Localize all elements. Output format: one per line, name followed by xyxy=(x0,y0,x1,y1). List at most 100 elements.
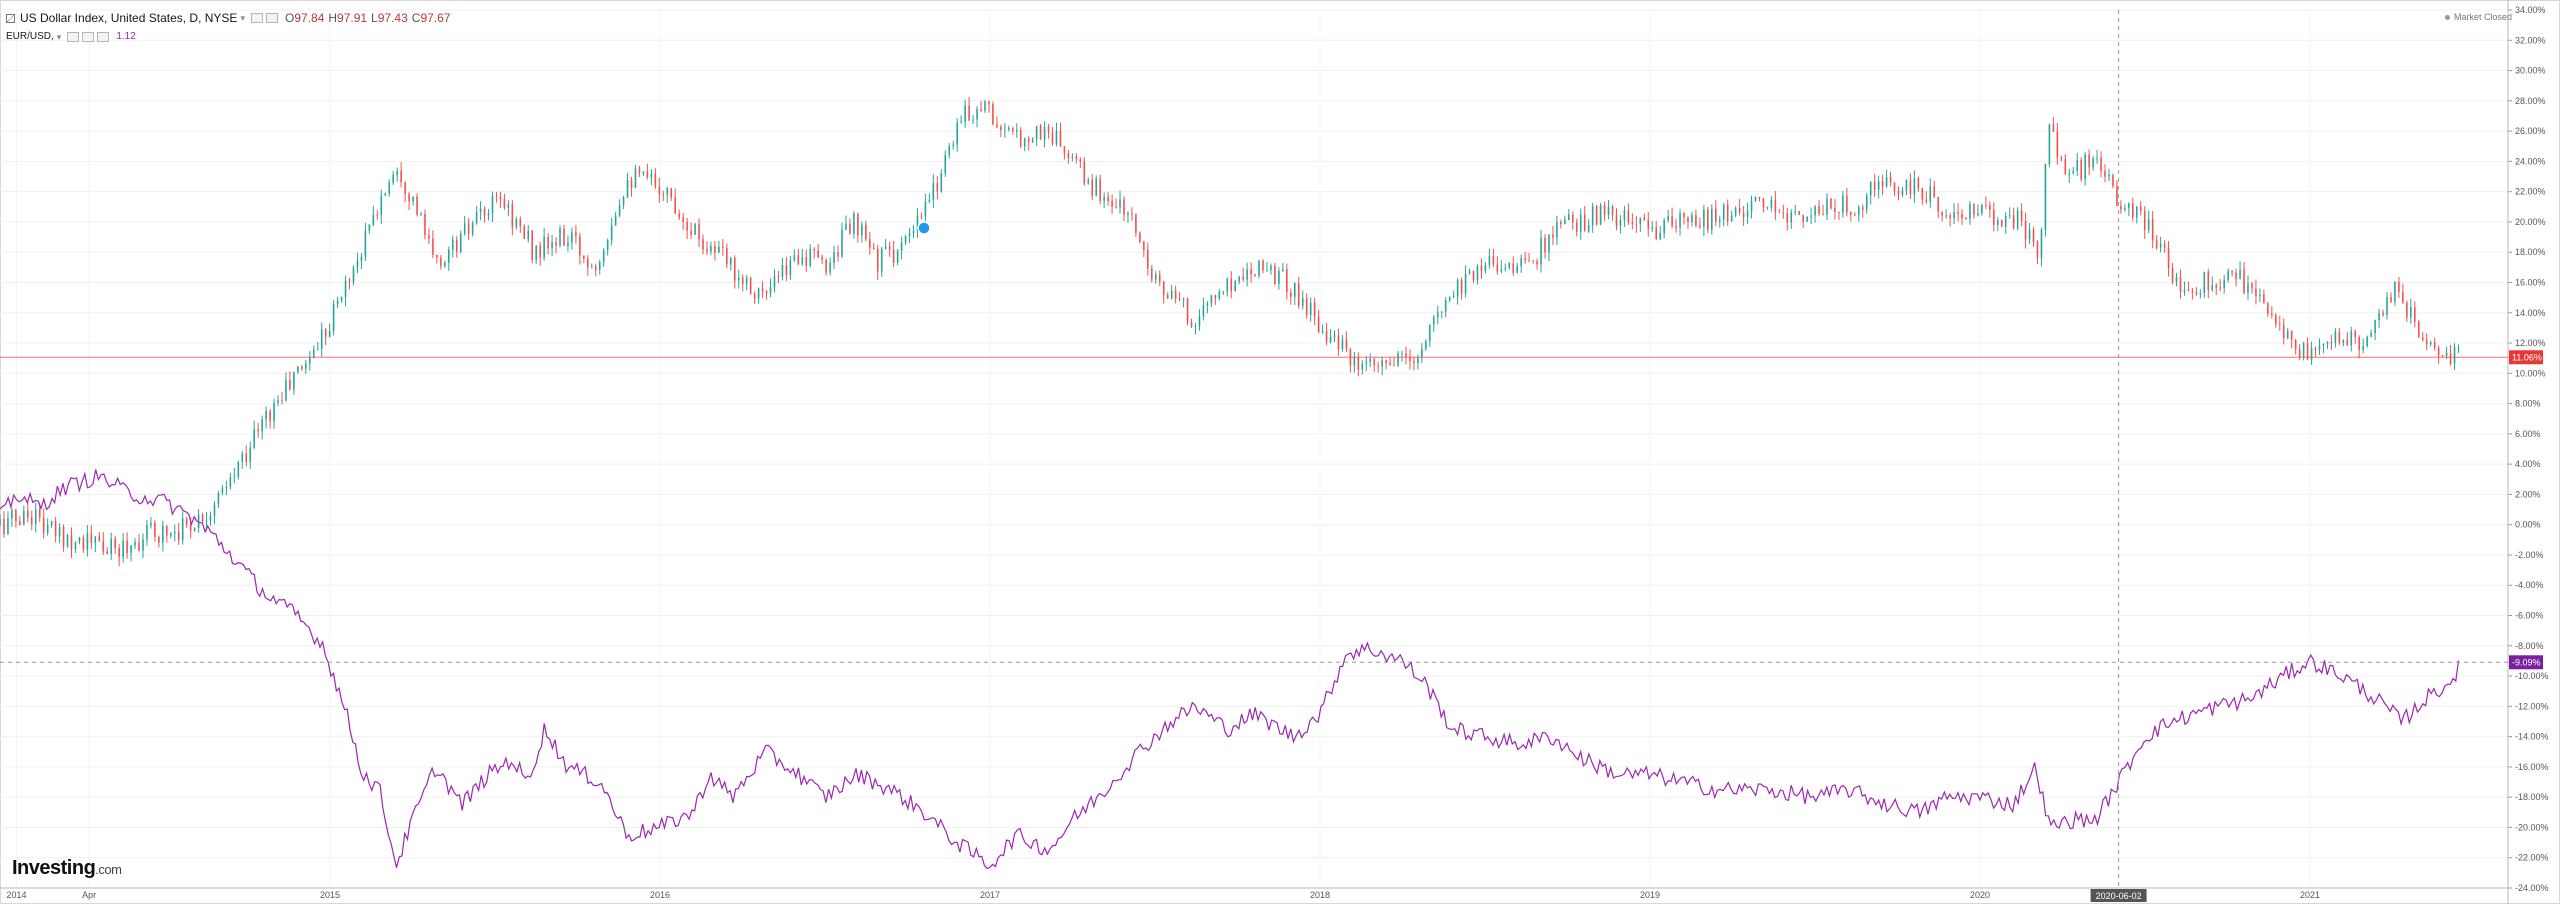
candle-body xyxy=(2092,158,2094,168)
chevron-down-icon[interactable]: ▾ xyxy=(240,13,245,23)
main-symbol-row[interactable]: US Dollar Index, United States, D, NYSE … xyxy=(6,10,450,26)
candle-body xyxy=(1361,363,1364,370)
candle-body xyxy=(42,517,45,533)
candle-body xyxy=(1293,283,1296,297)
y-tick-label: -4.00% xyxy=(2515,580,2544,590)
candle-body xyxy=(62,526,65,547)
compare-close-icon[interactable] xyxy=(97,32,110,42)
candle-body xyxy=(376,214,379,216)
candle-body xyxy=(1047,127,1050,133)
candle-body xyxy=(1556,222,1558,238)
candle-body xyxy=(1742,212,1745,217)
y-tick-label: 2.00% xyxy=(2515,489,2541,499)
candle-body xyxy=(1925,199,1928,202)
compare-symbol-row[interactable]: EUR/USD, ▾ 1.12 xyxy=(6,30,450,44)
candle-body xyxy=(2294,339,2297,350)
candle-body xyxy=(1977,213,1979,215)
candle-body xyxy=(305,363,307,369)
candle-body xyxy=(718,246,720,253)
investing-logo[interactable]: Investing.com xyxy=(12,857,122,880)
candle-body xyxy=(1985,204,1987,206)
candle-body xyxy=(158,536,160,543)
candle-body xyxy=(1202,305,1205,317)
candle-body xyxy=(448,249,450,263)
candle-body xyxy=(3,518,5,535)
candle-body xyxy=(352,267,355,283)
candle-body xyxy=(904,236,907,243)
candle-body xyxy=(1524,258,1526,261)
candle-body xyxy=(2278,324,2281,326)
candle-body xyxy=(845,223,847,230)
candle-body xyxy=(2378,312,2380,321)
candle-body xyxy=(30,517,33,524)
candle-body xyxy=(1095,178,1097,196)
candle-body xyxy=(646,171,649,178)
candle-body xyxy=(1234,281,1237,292)
y-tick-label: 32.00% xyxy=(2515,35,2546,45)
settings-icon[interactable] xyxy=(265,13,278,23)
compare-symbol-title[interactable]: EUR/USD, xyxy=(6,31,54,42)
candle-body xyxy=(130,545,132,553)
candle-body xyxy=(551,242,553,249)
candle-body xyxy=(773,276,776,288)
candle-body xyxy=(1687,217,1689,223)
candle-body xyxy=(539,245,541,258)
compare-settings-icon[interactable] xyxy=(82,32,95,42)
main-symbol-title[interactable]: US Dollar Index, United States, D, NYSE xyxy=(20,11,238,25)
candle-body xyxy=(1409,356,1411,362)
candle-body xyxy=(1965,218,1967,220)
candle-body xyxy=(491,195,494,214)
candle-body xyxy=(1341,339,1344,350)
candle-body xyxy=(801,257,804,265)
eye-icon[interactable] xyxy=(250,13,263,23)
compare-eye-icon[interactable] xyxy=(67,32,80,42)
candle-body xyxy=(821,256,823,260)
candle-body xyxy=(2064,159,2067,175)
candle-body xyxy=(1119,199,1121,208)
candle-body xyxy=(523,226,526,239)
candle-body xyxy=(1639,217,1642,225)
candle-body xyxy=(2124,208,2126,210)
candle-body xyxy=(2183,289,2186,292)
candle-body xyxy=(2036,242,2039,258)
candle-body xyxy=(1655,227,1658,239)
candle-body xyxy=(1663,220,1665,234)
candle-body xyxy=(2100,157,2102,171)
candle-body xyxy=(2179,276,2182,292)
candle-body xyxy=(1166,294,1169,299)
candle-body xyxy=(1127,213,1129,215)
candle-body xyxy=(1826,198,1828,215)
high-label: H xyxy=(328,11,338,25)
candle-body xyxy=(98,536,101,541)
candle-body xyxy=(1627,210,1630,223)
candle-body xyxy=(1357,357,1360,370)
candle-body xyxy=(2350,331,2353,346)
candle-body xyxy=(2215,285,2218,288)
candle-body xyxy=(1659,233,1661,239)
low-label: L xyxy=(371,11,378,25)
candle-body xyxy=(1750,200,1753,212)
y-tick-label: 28.00% xyxy=(2515,96,2546,106)
candle-body xyxy=(428,235,430,239)
candle-body xyxy=(2406,302,2408,318)
candle-body xyxy=(1286,269,1288,293)
candle-body xyxy=(857,213,859,236)
candle-body xyxy=(1162,281,1165,295)
compare-chevron-down-icon[interactable]: ▾ xyxy=(56,32,62,42)
candle-body xyxy=(1722,204,1725,220)
candle-body xyxy=(2044,164,2047,230)
candle-body xyxy=(2425,339,2428,345)
eurusd-value-tag xyxy=(2509,655,2543,670)
candle-body xyxy=(1865,195,1868,210)
symbol-hide-icon[interactable] xyxy=(6,13,15,23)
candle-body xyxy=(1516,266,1519,273)
candle-body xyxy=(2032,229,2035,243)
candle-body xyxy=(2255,288,2257,297)
candle-body xyxy=(880,248,883,272)
candle-body xyxy=(1695,214,1697,226)
candle-body xyxy=(2298,349,2301,358)
candle-body xyxy=(507,204,510,209)
candle-body xyxy=(2108,174,2110,177)
event-marker-icon[interactable] xyxy=(917,221,931,235)
